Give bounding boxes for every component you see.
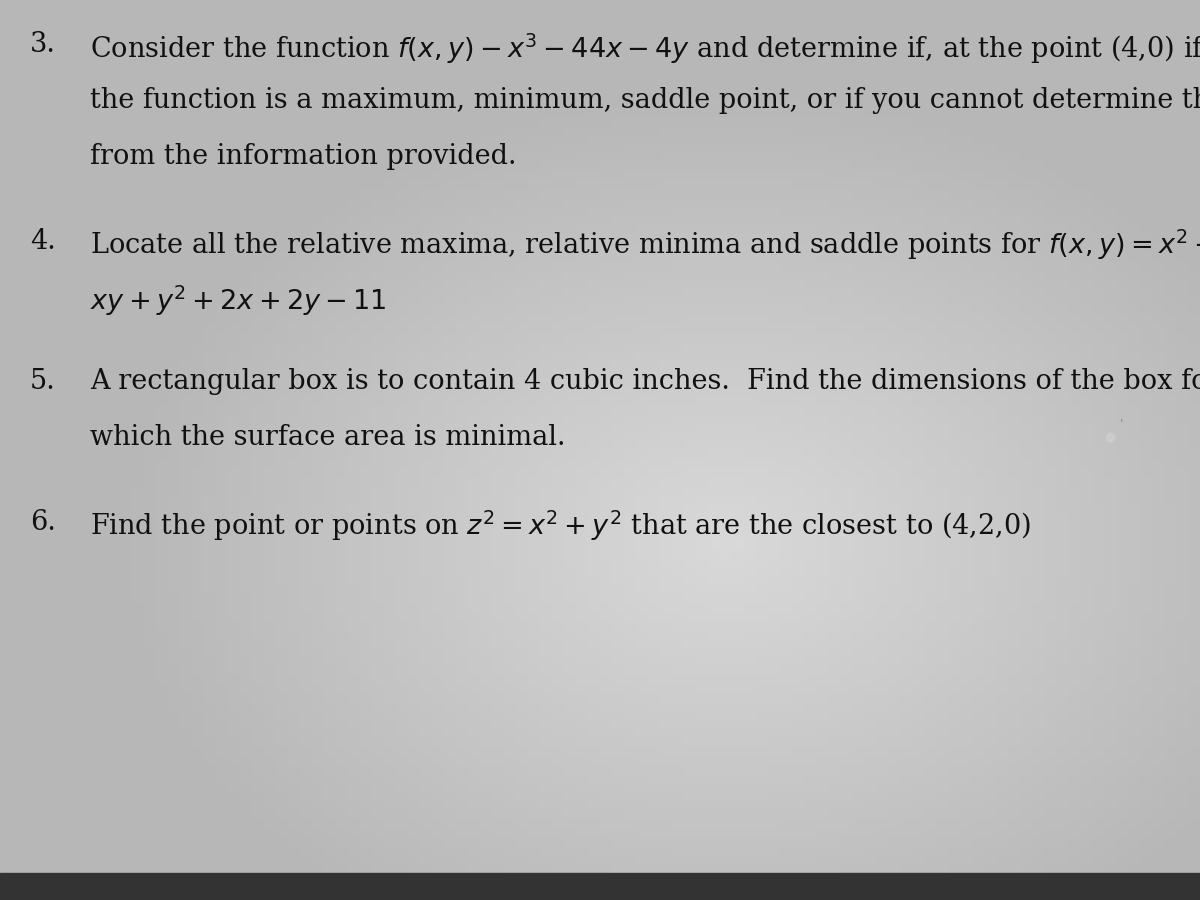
Text: Find the point or points on $z^2 = x^2 + y^2$ that are the closest to (4,2,0): Find the point or points on $z^2 = x^2 +… (90, 508, 1031, 543)
Text: A rectangular box is to contain 4 cubic inches.  Find the dimensions of the box : A rectangular box is to contain 4 cubic … (90, 368, 1200, 395)
Text: the function is a maximum, minimum, saddle point, or if you cannot determine thi: the function is a maximum, minimum, sadd… (90, 87, 1200, 114)
Text: Locate all the relative maxima, relative minima and saddle points for $f(x, y) =: Locate all the relative maxima, relative… (90, 228, 1200, 262)
Text: $xy + y^2 + 2x + 2y - 11$: $xy + y^2 + 2x + 2y - 11$ (90, 284, 386, 318)
Bar (0, 873, 1200, 900)
Text: 5.: 5. (30, 368, 55, 395)
Text: ': ' (1120, 418, 1123, 430)
Text: from the information provided.: from the information provided. (90, 143, 516, 170)
Text: Consider the function $f(x,y) - x^3 - 44x - 4y$ and determine if, at the point (: Consider the function $f(x,y) - x^3 - 44… (90, 32, 1200, 66)
Text: which the surface area is minimal.: which the surface area is minimal. (90, 424, 565, 451)
Text: 6.: 6. (30, 508, 56, 536)
Text: 4.: 4. (30, 228, 55, 255)
Text: 3.: 3. (30, 32, 56, 58)
